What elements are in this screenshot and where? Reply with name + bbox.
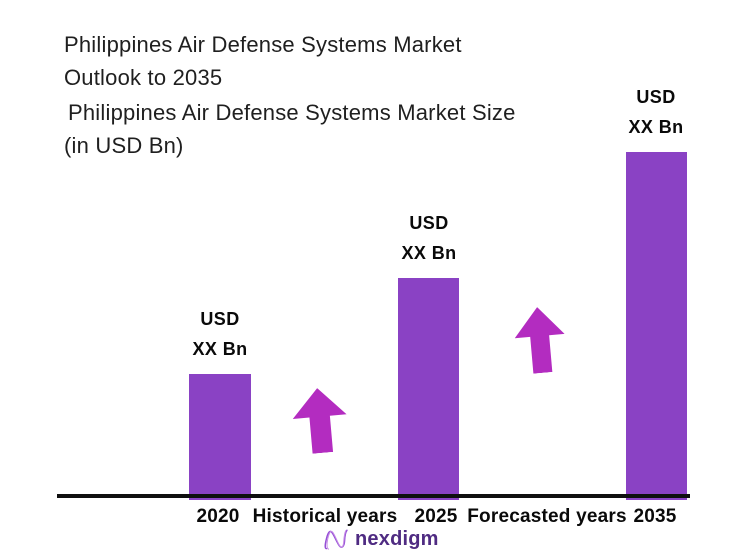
bar-value-label-2020: USD XX Bn (170, 304, 270, 364)
x-tick-2025: 2025 (414, 506, 458, 527)
bar-value-2025-line2: XX Bn (401, 243, 457, 263)
bar-rect-2020 (189, 374, 251, 500)
bar-value-2035-line1: USD (636, 87, 676, 107)
x-tick-2035: 2035 (633, 506, 677, 527)
x-annotation-historical-years: Historical years (252, 506, 398, 527)
bar-value-2020-line1: USD (200, 309, 240, 329)
chart-subtitle-line1: Philippines Air Defense Systems Market S… (68, 100, 516, 125)
nexdigm-logo: nexdigm (322, 525, 439, 553)
x-annotation-forecasted-years: Forecasted years (467, 506, 627, 527)
bar-rect-2035 (626, 152, 687, 500)
bar-value-label-2025: USD XX Bn (379, 208, 479, 268)
x-axis-line (57, 494, 690, 498)
chart-title-line1: Philippines Air Defense Systems Market (64, 32, 462, 57)
nexdigm-wave-n-icon (322, 525, 350, 553)
growth-up-arrow-icon-historical (290, 386, 349, 455)
chart-title: Philippines Air Defense Systems Market O… (64, 28, 462, 94)
bar-value-label-2035: USD XX Bn (606, 82, 706, 142)
chart-subtitle-line2: (in USD Bn) (64, 133, 184, 158)
bar-value-2025-line1: USD (409, 213, 449, 233)
chart-subtitle: Philippines Air Defense Systems Market S… (64, 96, 516, 162)
bar-value-2035-line2: XX Bn (628, 117, 684, 137)
nexdigm-logo-text: nexdigm (355, 527, 439, 550)
growth-up-arrow-icon-forecasted (512, 305, 568, 375)
x-tick-2020: 2020 (196, 506, 240, 527)
bar-rect-2025 (398, 278, 459, 500)
bar-value-2020-line2: XX Bn (192, 339, 248, 359)
chart-title-line2: Outlook to 2035 (64, 65, 223, 90)
